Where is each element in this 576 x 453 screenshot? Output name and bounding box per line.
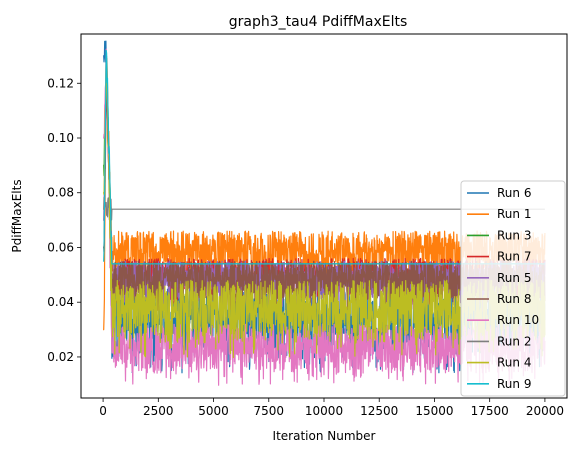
y-tick-label: 0.08 <box>47 186 74 200</box>
y-tick-label: 0.04 <box>47 295 74 309</box>
chart-title: graph3_tau4 PdiffMaxElts <box>229 14 408 30</box>
x-tick-label: 5000 <box>198 404 229 418</box>
legend-label: Run 3 <box>497 228 531 242</box>
legend-label: Run 9 <box>497 377 531 391</box>
x-tick-label: 2500 <box>143 404 174 418</box>
legend-label: Run 8 <box>497 292 531 306</box>
legend-label: Run 7 <box>497 250 531 264</box>
y-axis-label: PdiffMaxElts <box>10 179 24 252</box>
x-tick-label: 7500 <box>253 404 284 418</box>
y-tick-label: 0.10 <box>47 131 74 145</box>
legend-label: Run 4 <box>497 356 531 370</box>
legend-label: Run 6 <box>497 186 531 200</box>
y-tick-label: 0.12 <box>47 76 74 90</box>
y-axis-ticks: 0.02 0.04 0.06 0.08 0.10 0.12 <box>47 76 81 364</box>
legend-label: Run 2 <box>497 334 531 348</box>
x-tick-label: 0 <box>99 404 107 418</box>
x-axis-ticks: 0 2500 5000 7500 10000 12500 15000 17500 20000 <box>99 398 564 418</box>
x-tick-label: 20000 <box>526 404 564 418</box>
y-tick-label: 0.06 <box>47 240 74 254</box>
x-axis-label: Iteration Number <box>273 429 376 443</box>
legend-label: Run 5 <box>497 271 531 285</box>
legend-label: Run 10 <box>497 313 539 327</box>
y-tick-label: 0.02 <box>47 350 74 364</box>
legend: Run 6 Run 1 Run 3 Run 7 Run 5 Run 8 Run 10 Run … <box>460 180 566 397</box>
legend-label: Run 1 <box>497 207 531 221</box>
x-tick-label: 12500 <box>360 404 398 418</box>
x-tick-label: 17500 <box>471 404 509 418</box>
x-tick-label: 10000 <box>305 404 343 418</box>
x-tick-label: 15000 <box>415 404 453 418</box>
